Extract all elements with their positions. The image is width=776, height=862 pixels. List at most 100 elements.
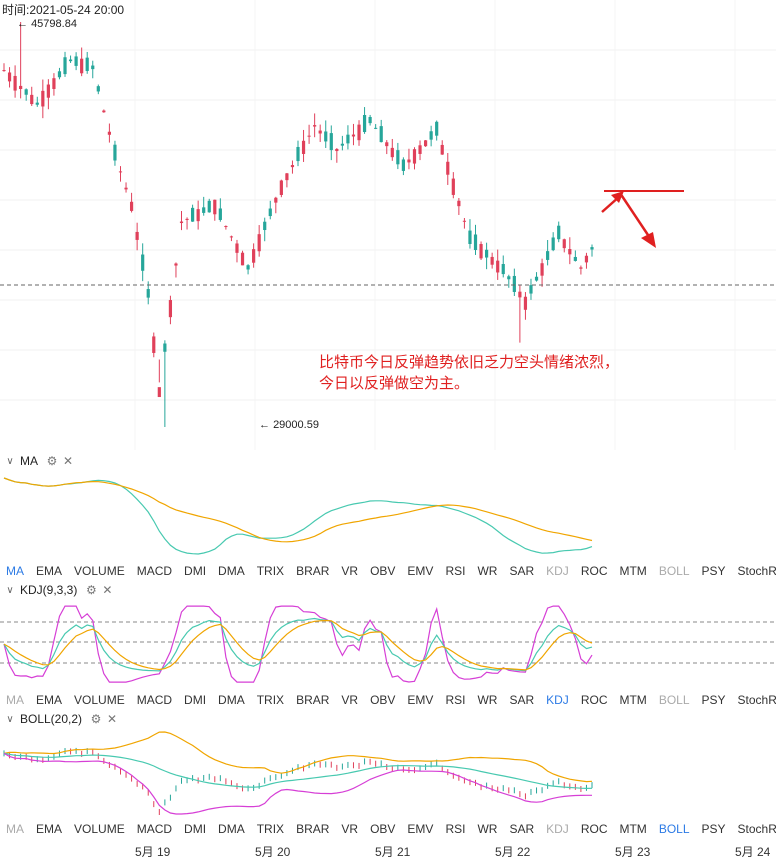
- tab-obv[interactable]: OBV: [370, 564, 396, 578]
- candle-body: [279, 180, 283, 195]
- boll-indicator-chart[interactable]: [0, 728, 776, 818]
- tab-macd[interactable]: MACD: [136, 693, 173, 707]
- tab-mtm[interactable]: MTM: [619, 693, 647, 707]
- tab-emv[interactable]: EMV: [407, 564, 434, 578]
- tab-brar[interactable]: BRAR: [296, 822, 330, 836]
- candle-body: [91, 65, 95, 70]
- kdj-indicator-chart[interactable]: [0, 599, 776, 689]
- candle-body: [507, 276, 511, 280]
- tab-brar[interactable]: BRAR: [296, 693, 330, 707]
- tab-emv[interactable]: EMV: [407, 693, 434, 707]
- tab-obv[interactable]: OBV: [370, 822, 396, 836]
- tab-stochrsi[interactable]: StochRSI: [737, 822, 776, 836]
- tab-rsi[interactable]: RSI: [445, 693, 466, 707]
- tab-roc[interactable]: ROC: [580, 693, 608, 707]
- tab-macd[interactable]: MACD: [136, 822, 173, 836]
- close-icon[interactable]: ✕: [62, 454, 74, 468]
- tab-vr[interactable]: VR: [341, 822, 359, 836]
- tab-kdj[interactable]: KDJ: [546, 564, 569, 578]
- tab-wr[interactable]: WR: [477, 564, 498, 578]
- tab-kdj[interactable]: KDJ: [546, 822, 569, 836]
- close-icon[interactable]: ✕: [102, 583, 113, 597]
- candle-body: [207, 200, 211, 213]
- candlestick-chart[interactable]: [0, 0, 776, 450]
- tab-volume[interactable]: VOLUME: [74, 822, 125, 836]
- tab-ema[interactable]: EMA: [36, 564, 63, 578]
- collapse-chevron-icon[interactable]: ∨: [6, 584, 14, 596]
- candle-body: [385, 142, 389, 147]
- tab-ema[interactable]: EMA: [36, 822, 63, 836]
- tab-boll[interactable]: BOLL: [658, 564, 690, 578]
- tab-stochrsi[interactable]: StochRSI: [737, 693, 776, 707]
- candle-body: [13, 75, 17, 91]
- settings-gear-icon[interactable]: ⚙: [46, 454, 58, 468]
- candle-body: [2, 70, 6, 72]
- tab-rsi[interactable]: RSI: [445, 564, 466, 578]
- tab-ma[interactable]: MA: [6, 822, 24, 836]
- settings-gear-icon[interactable]: ⚙: [90, 712, 102, 726]
- candle-body: [157, 387, 161, 398]
- tab-sar[interactable]: SAR: [509, 564, 535, 578]
- candle-body: [191, 207, 195, 222]
- tab-wr[interactable]: WR: [477, 693, 498, 707]
- indicator-tabbar-3: MA EMA VOLUME MACD DMI DMA TRIX BRAR VR OBV EMV RSI…: [0, 819, 776, 839]
- tab-wr[interactable]: WR: [477, 822, 498, 836]
- settings-gear-icon[interactable]: ⚙: [85, 583, 97, 597]
- tab-trix[interactable]: TRIX: [256, 564, 285, 578]
- tab-rsi[interactable]: RSI: [445, 822, 466, 836]
- candle-body: [351, 134, 356, 137]
- tab-boll[interactable]: BOLL: [658, 822, 690, 836]
- candle-body: [296, 146, 300, 162]
- candle-body: [301, 140, 306, 154]
- tab-kdj[interactable]: KDJ: [546, 693, 569, 707]
- tab-trix[interactable]: TRIX: [256, 693, 285, 707]
- tab-dma[interactable]: DMA: [218, 693, 245, 707]
- tab-roc[interactable]: ROC: [580, 564, 608, 578]
- close-icon[interactable]: ✕: [107, 712, 118, 726]
- candle-body: [240, 252, 245, 266]
- tab-dma[interactable]: DMA: [218, 822, 245, 836]
- tab-mtm[interactable]: MTM: [619, 822, 647, 836]
- candle-body: [546, 251, 550, 260]
- time-axis: 5月 19 5月 20 5月 21 5月 22 5月 23 5月 24: [0, 840, 776, 862]
- tab-trix[interactable]: TRIX: [256, 822, 285, 836]
- tab-dmi[interactable]: DMI: [184, 564, 207, 578]
- tab-boll[interactable]: BOLL: [658, 693, 690, 707]
- tab-obv[interactable]: OBV: [370, 693, 396, 707]
- candle-body: [568, 249, 572, 255]
- main-chart-pane[interactable]: 时间:2021-05-24 20:00 ← 45798.84 ← 29000.5…: [0, 0, 776, 450]
- candle-body: [107, 131, 111, 135]
- collapse-chevron-icon[interactable]: ∨: [6, 713, 14, 725]
- tab-psy[interactable]: PSY: [701, 564, 726, 578]
- tab-dmi[interactable]: DMI: [184, 822, 207, 836]
- candle-body: [324, 131, 328, 142]
- candle-body: [457, 200, 461, 207]
- tab-psy[interactable]: PSY: [701, 693, 726, 707]
- tab-brar[interactable]: BRAR: [296, 564, 330, 578]
- candle-body: [46, 84, 50, 98]
- tab-dmi[interactable]: DMI: [184, 693, 207, 707]
- candle-body: [429, 131, 433, 140]
- down-arrow-head-icon: [641, 232, 656, 248]
- tab-emv[interactable]: EMV: [407, 822, 434, 836]
- tab-ma[interactable]: MA: [6, 564, 24, 578]
- candle-body: [557, 225, 561, 240]
- boll-title: BOLL(20,2): [20, 712, 83, 726]
- collapse-chevron-icon[interactable]: ∨: [6, 455, 14, 467]
- tab-mtm[interactable]: MTM: [619, 564, 647, 578]
- tab-ema[interactable]: EMA: [36, 693, 63, 707]
- tab-volume[interactable]: VOLUME: [74, 693, 125, 707]
- tab-macd[interactable]: MACD: [136, 564, 173, 578]
- ma-indicator-chart[interactable]: [0, 470, 776, 560]
- tab-stochrsi[interactable]: StochRSI: [737, 564, 776, 578]
- tab-dma[interactable]: DMA: [218, 564, 245, 578]
- tab-sar[interactable]: SAR: [509, 822, 535, 836]
- tab-psy[interactable]: PSY: [701, 822, 726, 836]
- tab-volume[interactable]: VOLUME: [74, 564, 125, 578]
- tab-roc[interactable]: ROC: [580, 822, 608, 836]
- tab-vr[interactable]: VR: [341, 693, 359, 707]
- tab-vr[interactable]: VR: [341, 564, 359, 578]
- tab-ma[interactable]: MA: [6, 693, 24, 707]
- high-price-value: 45798.84: [31, 18, 77, 30]
- tab-sar[interactable]: SAR: [509, 693, 535, 707]
